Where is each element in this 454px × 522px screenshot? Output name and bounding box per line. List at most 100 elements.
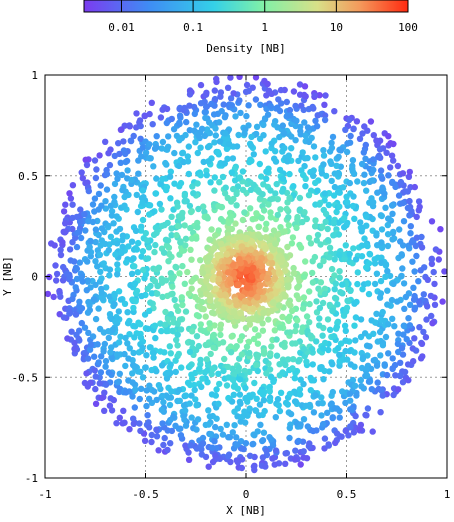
scatter-point bbox=[235, 131, 242, 139]
scatter-point bbox=[157, 114, 165, 121]
scatter-point bbox=[382, 273, 389, 280]
scatter-point bbox=[225, 394, 232, 402]
scatter-point bbox=[285, 152, 292, 159]
scatter-point bbox=[300, 294, 308, 301]
scatter-point bbox=[399, 170, 407, 177]
scatter-point bbox=[216, 380, 223, 388]
scatter-point bbox=[259, 411, 266, 419]
scatter-point bbox=[350, 125, 357, 132]
scatter-point bbox=[69, 239, 76, 246]
scatter-point bbox=[405, 315, 412, 322]
y-tick-label: -1 bbox=[25, 472, 38, 485]
scatter-point bbox=[324, 237, 332, 244]
scatter-point bbox=[253, 395, 260, 402]
scatter-point bbox=[71, 258, 78, 265]
scatter-point bbox=[177, 326, 185, 333]
scatter-point bbox=[147, 282, 154, 290]
scatter-point bbox=[333, 208, 340, 216]
scatter-point bbox=[297, 123, 304, 131]
scatter-point bbox=[79, 278, 86, 285]
scatter-point bbox=[218, 203, 226, 211]
y-tick-label: 0.5 bbox=[18, 170, 38, 183]
scatter-point-core bbox=[256, 281, 264, 289]
scatter-point bbox=[377, 290, 385, 297]
scatter-point bbox=[164, 315, 172, 322]
scatter-point bbox=[323, 172, 330, 180]
scatter-point bbox=[139, 374, 147, 381]
scatter-point bbox=[303, 358, 310, 365]
scatter-point-core bbox=[243, 234, 251, 242]
scatter-point bbox=[362, 411, 369, 419]
scatter-point-core bbox=[210, 274, 218, 282]
scatter-point-core bbox=[202, 277, 210, 285]
scatter-point bbox=[273, 336, 280, 343]
scatter-point bbox=[243, 112, 250, 120]
scatter-point bbox=[217, 93, 224, 100]
scatter-point bbox=[378, 387, 385, 394]
scatter-point bbox=[101, 389, 108, 396]
scatter-point bbox=[342, 308, 350, 315]
scatter-point bbox=[320, 161, 327, 168]
scatter-point bbox=[306, 401, 313, 409]
scatter-point bbox=[233, 190, 240, 198]
scatter-point bbox=[122, 334, 129, 342]
scatter-point bbox=[228, 333, 235, 340]
scatter-point bbox=[330, 220, 337, 227]
scatter-point bbox=[336, 251, 343, 259]
scatter-point bbox=[346, 390, 354, 397]
scatter-point bbox=[224, 84, 232, 92]
scatter-point bbox=[381, 190, 388, 197]
scatter-point-core bbox=[219, 263, 227, 271]
scatter-point bbox=[326, 301, 333, 309]
scatter-point bbox=[306, 288, 313, 295]
scatter-point bbox=[133, 110, 140, 117]
scatter-point bbox=[247, 205, 254, 212]
scatter-point bbox=[245, 338, 253, 345]
scatter-point bbox=[333, 323, 341, 330]
scatter-point bbox=[115, 288, 123, 295]
scatter-point bbox=[352, 256, 360, 263]
scatter-point bbox=[90, 296, 98, 303]
scatter-point bbox=[138, 153, 145, 160]
scatter-point bbox=[169, 283, 176, 290]
scatter-point bbox=[316, 262, 324, 269]
scatter-point bbox=[160, 441, 167, 449]
scatter-point bbox=[131, 404, 138, 411]
scatter-point bbox=[142, 230, 149, 237]
scatter-point bbox=[406, 168, 413, 176]
scatter-point bbox=[199, 434, 207, 442]
scatter-point-core bbox=[276, 269, 283, 277]
scatter-point bbox=[342, 337, 350, 344]
scatter-point bbox=[229, 429, 236, 436]
scatter-point bbox=[247, 179, 254, 186]
scatter-point bbox=[300, 171, 307, 179]
scatter-point bbox=[399, 265, 406, 272]
scatter-point bbox=[239, 168, 247, 175]
scatter-point bbox=[147, 299, 154, 306]
scatter-point bbox=[370, 199, 377, 206]
scatter-point bbox=[325, 201, 333, 209]
scatter-point bbox=[145, 244, 153, 251]
scatter-point bbox=[307, 240, 315, 247]
scatter-point bbox=[415, 198, 423, 205]
scatter-point-core bbox=[215, 275, 223, 283]
scatter-point bbox=[193, 235, 200, 242]
scatter-point-core bbox=[206, 297, 214, 304]
scatter-point bbox=[235, 367, 242, 374]
scatter-point bbox=[236, 75, 243, 80]
scatter-point bbox=[230, 185, 237, 193]
scatter-point bbox=[352, 337, 359, 344]
scatter-point bbox=[83, 370, 90, 377]
scatter-point bbox=[139, 187, 147, 194]
scatter-point bbox=[162, 236, 170, 243]
scatter-point bbox=[197, 356, 204, 364]
scatter-point bbox=[312, 179, 319, 187]
scatter-point bbox=[253, 361, 260, 369]
scatter-point bbox=[192, 139, 199, 146]
scatter-point bbox=[163, 105, 171, 113]
scatter-point bbox=[186, 91, 194, 98]
scatter-point bbox=[289, 340, 296, 347]
scatter-point bbox=[308, 134, 315, 142]
scatter-point bbox=[384, 221, 391, 229]
scatter-point bbox=[262, 357, 269, 365]
